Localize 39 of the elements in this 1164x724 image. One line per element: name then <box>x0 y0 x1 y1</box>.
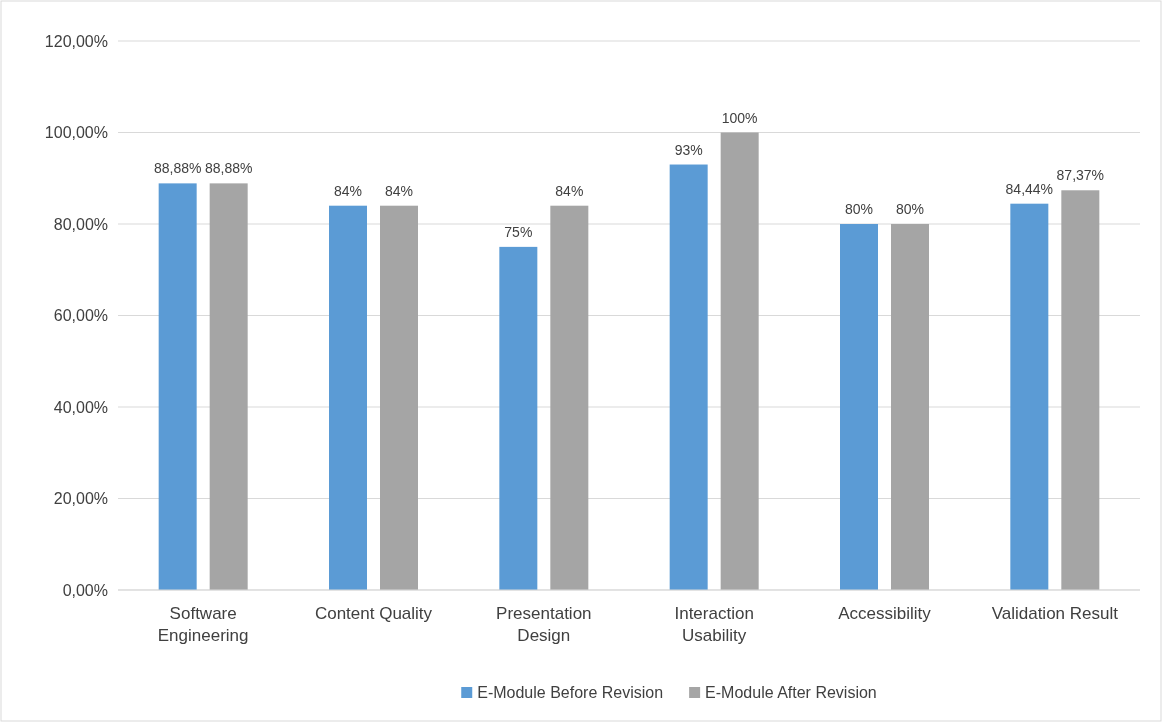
bar <box>329 205 367 590</box>
x-tick-label: Presentation Design <box>496 604 592 645</box>
bar <box>1010 203 1049 590</box>
y-tick-label: 0,00% <box>62 581 108 599</box>
data-label: 87,37% <box>1056 167 1105 184</box>
x-tick-label: Validation Result <box>991 604 1119 623</box>
bar <box>1061 190 1100 590</box>
bar <box>380 205 418 590</box>
y-tick-label: 80,00% <box>53 215 108 233</box>
y-tick-label: 100,00% <box>44 124 108 142</box>
y-tick-label: 40,00% <box>53 398 108 416</box>
data-label: 88,88% <box>204 160 253 177</box>
data-label: 84% <box>333 182 363 199</box>
data-label: 100% <box>721 109 758 126</box>
y-tick-label: 20,00% <box>53 490 108 508</box>
y-tick-label: 60,00% <box>53 307 108 325</box>
bar <box>499 246 538 590</box>
data-label: 80% <box>895 201 925 217</box>
legend-label: E-Module After Revision <box>705 684 877 701</box>
data-label: 88,88% <box>153 160 202 177</box>
legend-label: E-Module Before Revision <box>477 684 664 701</box>
data-label: 75% <box>504 223 533 240</box>
y-tick-label: 120,00% <box>44 32 108 50</box>
bar <box>840 224 878 590</box>
data-label: 84% <box>555 182 584 199</box>
x-tick-label: Content Quality <box>314 604 433 623</box>
bar <box>550 205 589 590</box>
bar <box>891 224 929 590</box>
data-label: 84% <box>384 182 414 199</box>
data-label: 80% <box>844 201 874 217</box>
bar <box>158 183 197 590</box>
bar <box>720 132 759 590</box>
x-tick-label: Interaction Usability <box>674 604 754 645</box>
data-label: 84,44% <box>1005 180 1054 197</box>
data-label: 93% <box>674 141 703 158</box>
x-tick-label: Software Engineering <box>157 604 249 645</box>
x-tick-label: Accessibility <box>838 604 932 623</box>
bar <box>209 183 248 590</box>
bar <box>669 164 708 590</box>
